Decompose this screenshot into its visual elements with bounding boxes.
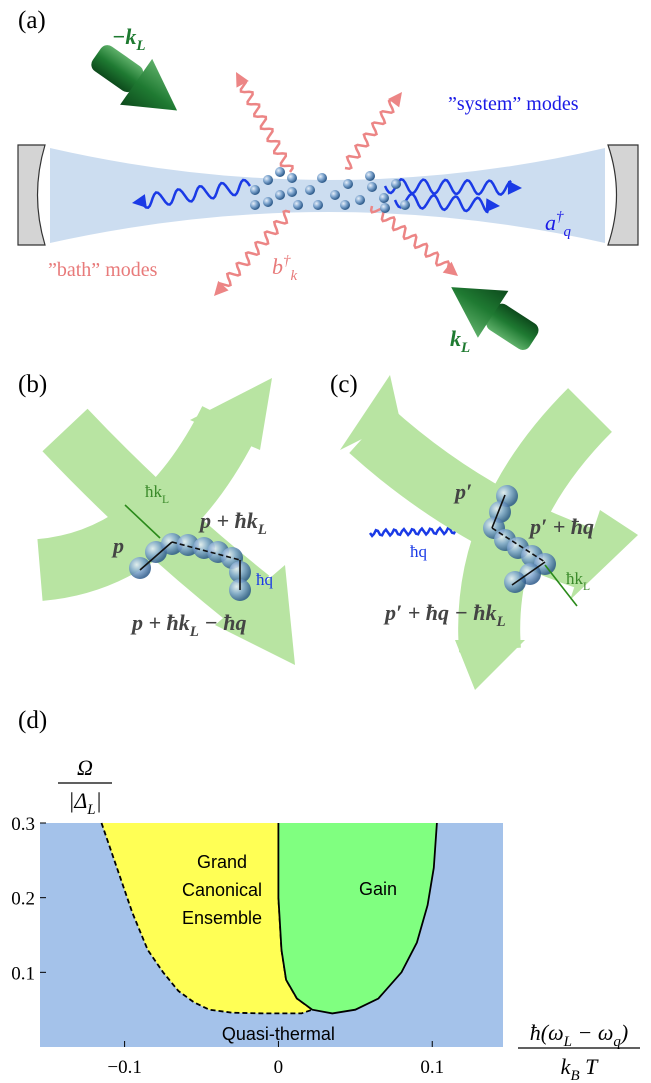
x-tick-label: 0 [274,1057,284,1078]
label-part: p′ + ħq [528,514,594,539]
atom [293,200,303,210]
atom [275,190,285,200]
label-part: ħk [145,482,163,501]
arrowhead [443,262,458,276]
beam [50,148,605,243]
label-part: p′ [453,479,472,504]
atom [365,171,375,181]
panel-label: (a) [18,7,46,34]
atom [275,167,285,177]
annotation: kL [450,326,470,356]
mirror-right [608,145,638,245]
annotation: b†k [272,253,297,284]
atom [340,200,350,210]
annotation: p′ [453,479,472,504]
region-label: Grand [197,852,247,872]
y-tick-label: 0.1 [11,963,35,984]
label-part: L [189,624,199,640]
atom [305,185,315,195]
atom [343,179,353,189]
label-part: − ω [572,1020,613,1045]
atom [379,193,389,203]
label-part: † [283,253,291,269]
y-tick-label: 0.2 [11,889,35,910]
arrowhead [455,640,525,690]
region-label: Canonical [182,880,262,900]
annotation: ħq [256,570,274,589]
figure: (d)GrandCanonicalEnsembleGainQuasi-therm… [0,0,651,1083]
label-part: L [563,1034,572,1050]
annotation: −kL [112,24,145,54]
atom [250,200,260,210]
label-part: T [580,1054,600,1079]
label-part: −k [112,24,136,49]
atom [313,200,323,210]
y-label: Ω [77,755,93,780]
x-label: kB T [561,1054,599,1083]
annotation: p′ + ħq [528,514,594,539]
atom [330,190,340,200]
atom [391,179,401,189]
atom [287,187,297,197]
label-part: ħk [566,569,584,588]
atom [380,203,390,213]
region-label: Ensemble [182,908,262,928]
label-part: − ħq [199,610,247,635]
label-part: |Δ [68,788,87,813]
label-part: ħq [410,542,428,561]
label-part: † [556,209,564,225]
label-part: p + ħk [198,508,258,533]
x-tick-label: 0.1 [420,1057,444,1078]
label-part: ħq [256,570,274,589]
annotation: p [111,533,124,558]
wave [345,100,395,169]
atom [400,200,410,210]
label-part: ”system” modes [448,93,579,115]
label-part: L [162,493,169,506]
wave [241,80,293,172]
atom [263,197,273,207]
label-part: b [272,254,283,279]
panel-label: (b) [18,371,47,398]
region-label: Gain [359,879,397,899]
panel-label: (d) [18,707,47,734]
label-part: B [570,1068,579,1083]
label-part: L [86,802,95,818]
label-part: L [583,580,590,593]
atom [250,185,260,195]
atom [263,175,273,185]
atom [367,182,377,192]
label-part: ħ(ω [530,1020,564,1045]
label-part: L [257,522,267,538]
label-part: k [450,326,461,351]
label-part: | [96,788,102,813]
label-part: L [460,340,470,356]
label-part: p + ħk [130,610,190,635]
atom [129,557,151,579]
label-part: q [563,224,571,240]
label-part: a [545,210,556,235]
annotation: p + ħkL − ħq [130,610,247,640]
annotation: ħq [410,542,428,561]
annotation: ”bath” modes [48,259,158,281]
atom [355,195,365,205]
y-tick-label: 0.3 [11,814,35,835]
atom [287,173,297,183]
label-part: p [111,533,124,558]
label-part: ) [619,1020,628,1045]
panel-label: (c) [330,371,358,398]
label-part: Ω [77,755,93,780]
x-label: ħ(ωL − ωq) [530,1020,628,1050]
y-label: |ΔL| [68,788,101,818]
label-part: k [290,268,297,284]
label-part: ”bath” modes [48,259,158,281]
x-tick-label: −0.1 [107,1057,141,1078]
label-part: L [135,38,145,54]
mirror-left [18,145,45,245]
annotation: ”system” modes [448,93,579,115]
label-part: p′ + ħq − ħk [383,600,497,625]
label-part: L [496,614,506,630]
atom [317,173,327,183]
